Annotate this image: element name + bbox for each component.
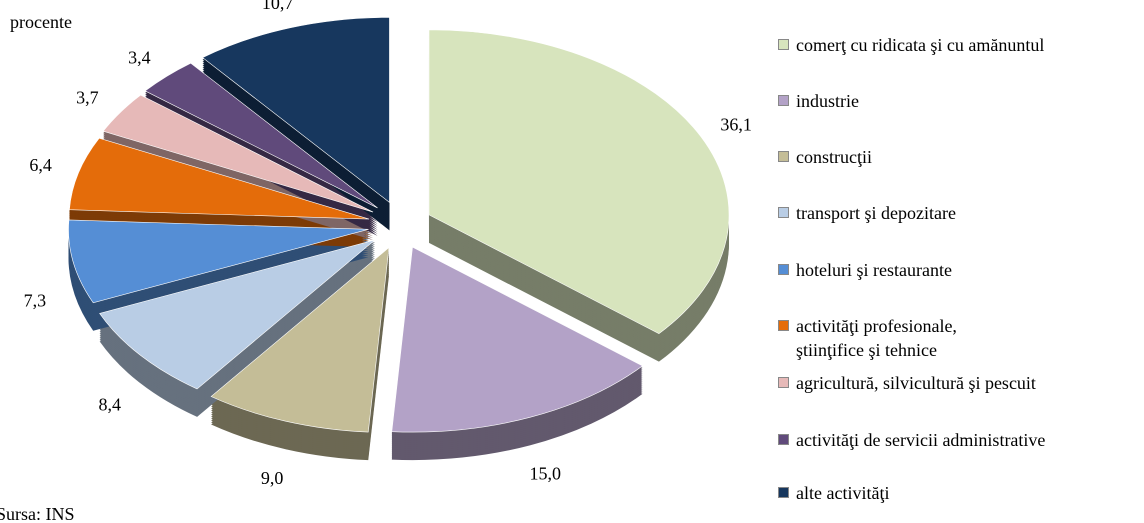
slice xyxy=(69,137,370,220)
legend-swatch xyxy=(778,320,789,331)
slice xyxy=(210,246,390,433)
legend-label: activităţi profesionale, ştiinţifice şi … xyxy=(796,316,957,360)
legend-item: agricultură, silvicultură şi pescuit xyxy=(778,371,1036,395)
source: Sursa: INS xyxy=(0,504,75,523)
data-label: 3,4 xyxy=(128,47,151,67)
legend-label: activităţi de servicii administrative xyxy=(796,430,1046,450)
slice xyxy=(68,219,369,304)
slice xyxy=(428,29,730,335)
legend-item: comerţ cu ridicata şi cu amănuntul xyxy=(778,33,1044,57)
legend-swatch xyxy=(778,434,789,445)
data-label: 15,0 xyxy=(529,464,561,484)
data-label: 8,4 xyxy=(98,394,121,414)
legend-swatch xyxy=(778,151,789,162)
slice xyxy=(202,17,390,203)
data-label: 7,3 xyxy=(24,291,47,311)
legend-item: activităţi de servicii administrative xyxy=(778,428,1045,452)
legend-label: transport şi depozitare xyxy=(796,203,956,223)
legend-label: comerţ cu ridicata şi cu amănuntul xyxy=(796,35,1045,55)
legend-swatch xyxy=(778,39,789,50)
legend-item: activităţi profesionale, ştiinţifice şi … xyxy=(778,314,957,362)
legend-item: industrie xyxy=(778,89,859,113)
legend-swatch xyxy=(778,487,789,498)
legend-swatch xyxy=(778,264,789,275)
data-label: 9,0 xyxy=(261,468,284,488)
legend-label: agricultură, silvicultură şi pescuit xyxy=(796,373,1036,393)
slice xyxy=(144,62,378,209)
legend-item: transport şi depozitare xyxy=(778,201,956,225)
data-label: 36,1 xyxy=(720,115,752,135)
legend-swatch xyxy=(778,95,789,106)
legend-swatch xyxy=(778,207,789,218)
legend-label: industrie xyxy=(796,91,859,111)
legend-item: alte activităţi xyxy=(778,481,889,505)
legend-label: alte activităţi xyxy=(796,483,890,503)
data-label: 6,4 xyxy=(29,155,52,175)
slice xyxy=(391,246,644,433)
slice xyxy=(102,94,374,213)
legend-item: hoteluri şi restaurante xyxy=(778,258,952,282)
data-label: 3,7 xyxy=(76,88,99,108)
legend-swatch xyxy=(778,377,789,388)
legend-item: construcţii xyxy=(778,145,872,169)
unit-label: procente xyxy=(10,12,72,32)
data-label: 10,7 xyxy=(262,0,294,13)
slice xyxy=(99,239,376,390)
legend-label: hoteluri şi restaurante xyxy=(796,260,952,280)
legend-label: construcţii xyxy=(796,147,872,167)
